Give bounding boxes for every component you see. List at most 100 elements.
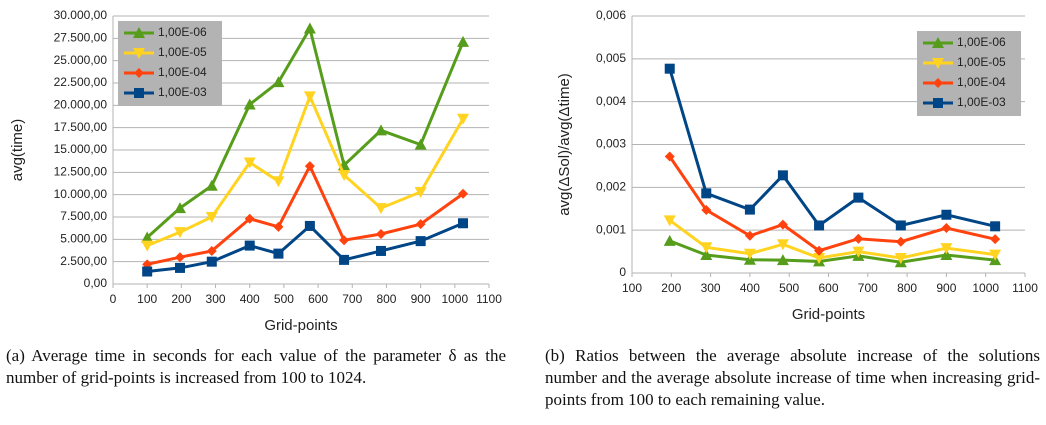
y-tick-label: 10.000,00: [54, 187, 108, 201]
marker: [990, 234, 1001, 245]
legend-label: 1,00E-05: [957, 55, 1006, 69]
x-tick-label: 700: [858, 281, 878, 295]
x-tick-label: 1100: [476, 292, 502, 306]
legend-label: 1,00E-06: [957, 35, 1006, 49]
marker: [303, 91, 316, 103]
y-tick-label: 17.500,00: [54, 120, 108, 134]
legend-label: 1,00E-04: [158, 65, 207, 79]
marker: [272, 176, 285, 188]
marker: [744, 204, 755, 215]
marker: [141, 231, 154, 243]
x-tick-label: 700: [342, 292, 362, 306]
y-tick-label: 27.500,00: [54, 31, 108, 45]
y-tick-label: 12.500,00: [54, 165, 108, 179]
x-tick-label: 600: [818, 281, 838, 295]
marker: [663, 234, 676, 246]
marker: [933, 98, 943, 108]
marker: [374, 124, 387, 136]
marker: [777, 170, 788, 181]
marker: [990, 221, 1001, 232]
x-tick-label: 0: [110, 292, 117, 306]
marker: [415, 236, 426, 247]
x-tick-label: 1100: [1012, 281, 1038, 295]
x-axis-label: Grid-points: [264, 317, 337, 334]
marker: [932, 58, 944, 69]
marker: [272, 76, 285, 88]
x-tick-label: 600: [308, 292, 328, 306]
marker: [664, 63, 675, 74]
marker: [777, 219, 788, 230]
x-tick-label: 500: [274, 292, 294, 306]
x-tick-label: 900: [411, 292, 431, 306]
y-tick-label: 2.500,00: [60, 254, 107, 268]
marker: [776, 239, 789, 251]
marker: [414, 138, 427, 150]
marker: [206, 245, 217, 256]
series-line: [146, 162, 464, 266]
y-tick-label: 30.000,00: [54, 8, 108, 22]
marker: [374, 203, 387, 215]
x-tick-label: 500: [779, 281, 799, 295]
marker: [141, 240, 154, 252]
x-tick-label: 800: [897, 281, 917, 295]
y-tick-label: 25.000,00: [54, 53, 108, 67]
marker: [244, 240, 255, 251]
marker: [133, 27, 145, 38]
marker: [243, 98, 256, 110]
marker: [700, 249, 713, 261]
series-line: [147, 221, 464, 273]
marker: [142, 266, 153, 277]
marker: [134, 88, 144, 98]
legend-label: 1,00E-03: [158, 85, 207, 99]
caption: (a) Average time in seconds for each val…: [6, 346, 506, 387]
marker: [205, 212, 218, 223]
marker: [304, 220, 315, 231]
marker: [375, 245, 386, 256]
y-tick-label: 0,001: [596, 222, 626, 236]
x-tick-label: 200: [171, 292, 191, 306]
marker: [133, 48, 145, 59]
legend-label: 1,00E-05: [158, 45, 207, 59]
marker: [134, 68, 144, 78]
marker: [940, 243, 953, 255]
series-line: [146, 92, 465, 247]
marker: [173, 227, 186, 239]
marker: [244, 213, 255, 224]
marker: [205, 179, 218, 191]
y-tick-label: 0,005: [596, 51, 626, 65]
y-tick-label: 20.000,00: [54, 98, 108, 112]
marker: [304, 161, 315, 172]
y-tick-label: 15.000,00: [54, 142, 108, 156]
marker: [206, 256, 217, 267]
marker: [895, 220, 906, 231]
marker: [174, 262, 185, 273]
marker: [941, 223, 952, 234]
marker: [894, 253, 907, 265]
x-tick-label: 300: [206, 292, 226, 306]
marker: [375, 228, 386, 239]
marker: [414, 186, 427, 198]
x-tick-label: 200: [661, 281, 681, 295]
marker: [852, 246, 865, 258]
series-line: [668, 155, 996, 253]
marker: [700, 242, 713, 254]
y-axis-label: avg(ΔSol)/avg(Δtime): [556, 73, 573, 216]
marker: [941, 209, 952, 220]
marker: [457, 35, 470, 47]
marker: [663, 215, 676, 227]
y-tick-label: 0,002: [596, 180, 626, 194]
caption: (b) Ratios between the average absolute …: [545, 346, 1040, 409]
marker: [457, 113, 470, 125]
marker: [458, 188, 469, 199]
y-tick-label: 0,003: [596, 137, 626, 151]
marker: [273, 248, 284, 259]
x-tick-label: 100: [622, 281, 642, 295]
marker: [303, 22, 316, 34]
marker: [339, 235, 350, 246]
y-tick-label: 0,004: [596, 94, 626, 108]
y-tick-label: 0,006: [596, 8, 626, 22]
marker: [273, 221, 284, 232]
marker: [701, 188, 712, 199]
marker: [339, 254, 350, 265]
